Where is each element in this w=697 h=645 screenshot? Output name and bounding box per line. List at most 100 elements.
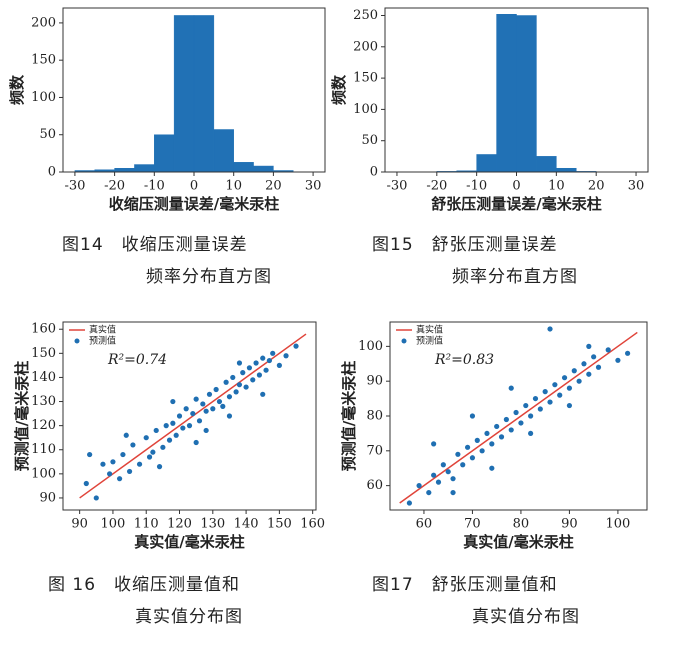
scatter-point bbox=[532, 395, 539, 402]
scatter-point bbox=[180, 425, 186, 431]
scatter-point bbox=[503, 416, 509, 423]
scatter-point bbox=[126, 468, 133, 475]
scatter-point bbox=[116, 476, 123, 482]
x-tick-label: 80 bbox=[513, 517, 530, 532]
scatter-point bbox=[566, 402, 573, 409]
scatter-point bbox=[508, 385, 514, 391]
y-axis-label: 预测值/毫米汞柱 bbox=[340, 361, 358, 471]
scatter-point bbox=[469, 455, 476, 461]
scatter-point bbox=[576, 378, 582, 384]
scatter-point bbox=[93, 495, 99, 501]
x-tick-label: 60 bbox=[416, 517, 433, 532]
scatter-point bbox=[450, 489, 456, 496]
scatter-point bbox=[426, 489, 432, 496]
legend-label: 预测值 bbox=[416, 335, 443, 347]
scatter-point bbox=[183, 406, 189, 412]
scatter-point bbox=[283, 353, 289, 359]
scatter-point bbox=[615, 357, 621, 363]
x-tick-label: 10 bbox=[548, 179, 565, 194]
y-tick-label: 90 bbox=[39, 490, 56, 505]
scatter-point bbox=[518, 420, 524, 426]
x-tick-label: 0 bbox=[190, 179, 198, 194]
x-tick-label: 120 bbox=[167, 517, 192, 532]
scatter-point bbox=[120, 451, 126, 458]
x-tick-label: -20 bbox=[426, 179, 447, 194]
x-tick-label: 90 bbox=[71, 517, 88, 532]
scatter-point bbox=[83, 480, 89, 487]
y-tick-label: 50 bbox=[361, 133, 378, 148]
y-tick-label: 110 bbox=[31, 442, 56, 457]
scatter-point bbox=[406, 500, 412, 506]
x-tick-label: 30 bbox=[305, 179, 322, 194]
legend-label: 真实值 bbox=[416, 324, 443, 336]
scatter-point bbox=[190, 410, 196, 417]
scatter-point bbox=[123, 432, 129, 438]
annotation: R²=0.83 bbox=[434, 352, 494, 368]
y-tick-label: 250 bbox=[353, 8, 378, 23]
scatter-point bbox=[460, 462, 466, 468]
scatter-point bbox=[561, 375, 568, 381]
scatter-point bbox=[153, 427, 159, 434]
scatter-point bbox=[523, 402, 529, 409]
hist-bar bbox=[114, 168, 135, 173]
scatter-point bbox=[547, 399, 553, 405]
scatter-point bbox=[176, 413, 183, 419]
y-tick-label: 140 bbox=[31, 370, 56, 385]
scatter-point bbox=[230, 374, 236, 381]
legend-dot bbox=[74, 338, 80, 344]
scatter-point bbox=[253, 360, 259, 366]
annotation: R²=0.74 bbox=[107, 352, 167, 368]
scatter-point bbox=[136, 461, 143, 467]
scatter-point bbox=[173, 432, 179, 438]
scatter-point bbox=[528, 413, 534, 419]
x-tick-label: 110 bbox=[134, 517, 159, 532]
y-axis-label: 频数 bbox=[8, 74, 26, 105]
scatter-point bbox=[250, 377, 256, 383]
scatter-point bbox=[431, 472, 437, 478]
x-tick-label: 100 bbox=[605, 517, 630, 532]
hist-bar bbox=[476, 154, 497, 173]
x-tick-label: 10 bbox=[225, 179, 242, 194]
scatter-point bbox=[557, 392, 563, 398]
scatter-point bbox=[216, 398, 223, 405]
scatter-point bbox=[206, 391, 213, 397]
scatter-point bbox=[200, 401, 206, 407]
hist-bar bbox=[516, 15, 537, 173]
x-tick-label: -10 bbox=[144, 179, 165, 194]
scatter-point bbox=[160, 444, 166, 450]
scatter-point bbox=[552, 382, 558, 388]
scatter-point bbox=[489, 441, 495, 447]
scatter-point bbox=[276, 362, 282, 368]
hist-bar bbox=[134, 164, 155, 173]
scatter-point bbox=[494, 423, 500, 430]
scatter-point bbox=[479, 448, 485, 454]
scatter-point bbox=[266, 357, 272, 364]
x-tick-label: 100 bbox=[101, 517, 126, 532]
y-axis-label: 频数 bbox=[330, 74, 348, 105]
figure-caption: 图17 舒张压测量值和 bbox=[372, 575, 558, 595]
hist-bar bbox=[154, 134, 175, 173]
figure-caption: 图15 舒张压测量误差 bbox=[372, 235, 558, 255]
scatter-point bbox=[233, 389, 239, 395]
scatter-point bbox=[193, 396, 199, 402]
scatter-point bbox=[256, 372, 263, 378]
scatter-point bbox=[186, 423, 193, 429]
scatter-point bbox=[450, 476, 456, 482]
scatter-point bbox=[508, 427, 514, 433]
y-tick-label: 0 bbox=[48, 165, 56, 180]
y-tick-label: 0 bbox=[370, 165, 378, 180]
x-tick-label: -20 bbox=[104, 179, 125, 194]
scatter-point bbox=[270, 350, 276, 356]
figure-caption: 图 16 收缩压测量值和 bbox=[48, 575, 240, 595]
x-tick-label: 140 bbox=[234, 517, 259, 532]
scatter-point bbox=[163, 423, 169, 429]
scatter-point bbox=[260, 355, 266, 361]
scatter-point bbox=[625, 350, 631, 356]
x-tick-label: -10 bbox=[466, 179, 487, 194]
scatter-point bbox=[498, 434, 505, 440]
y-axis-label: 预测值/毫米汞柱 bbox=[13, 361, 31, 471]
scatter-point bbox=[445, 469, 451, 475]
scatter-point bbox=[193, 439, 199, 446]
y-tick-label: 150 bbox=[31, 53, 56, 68]
